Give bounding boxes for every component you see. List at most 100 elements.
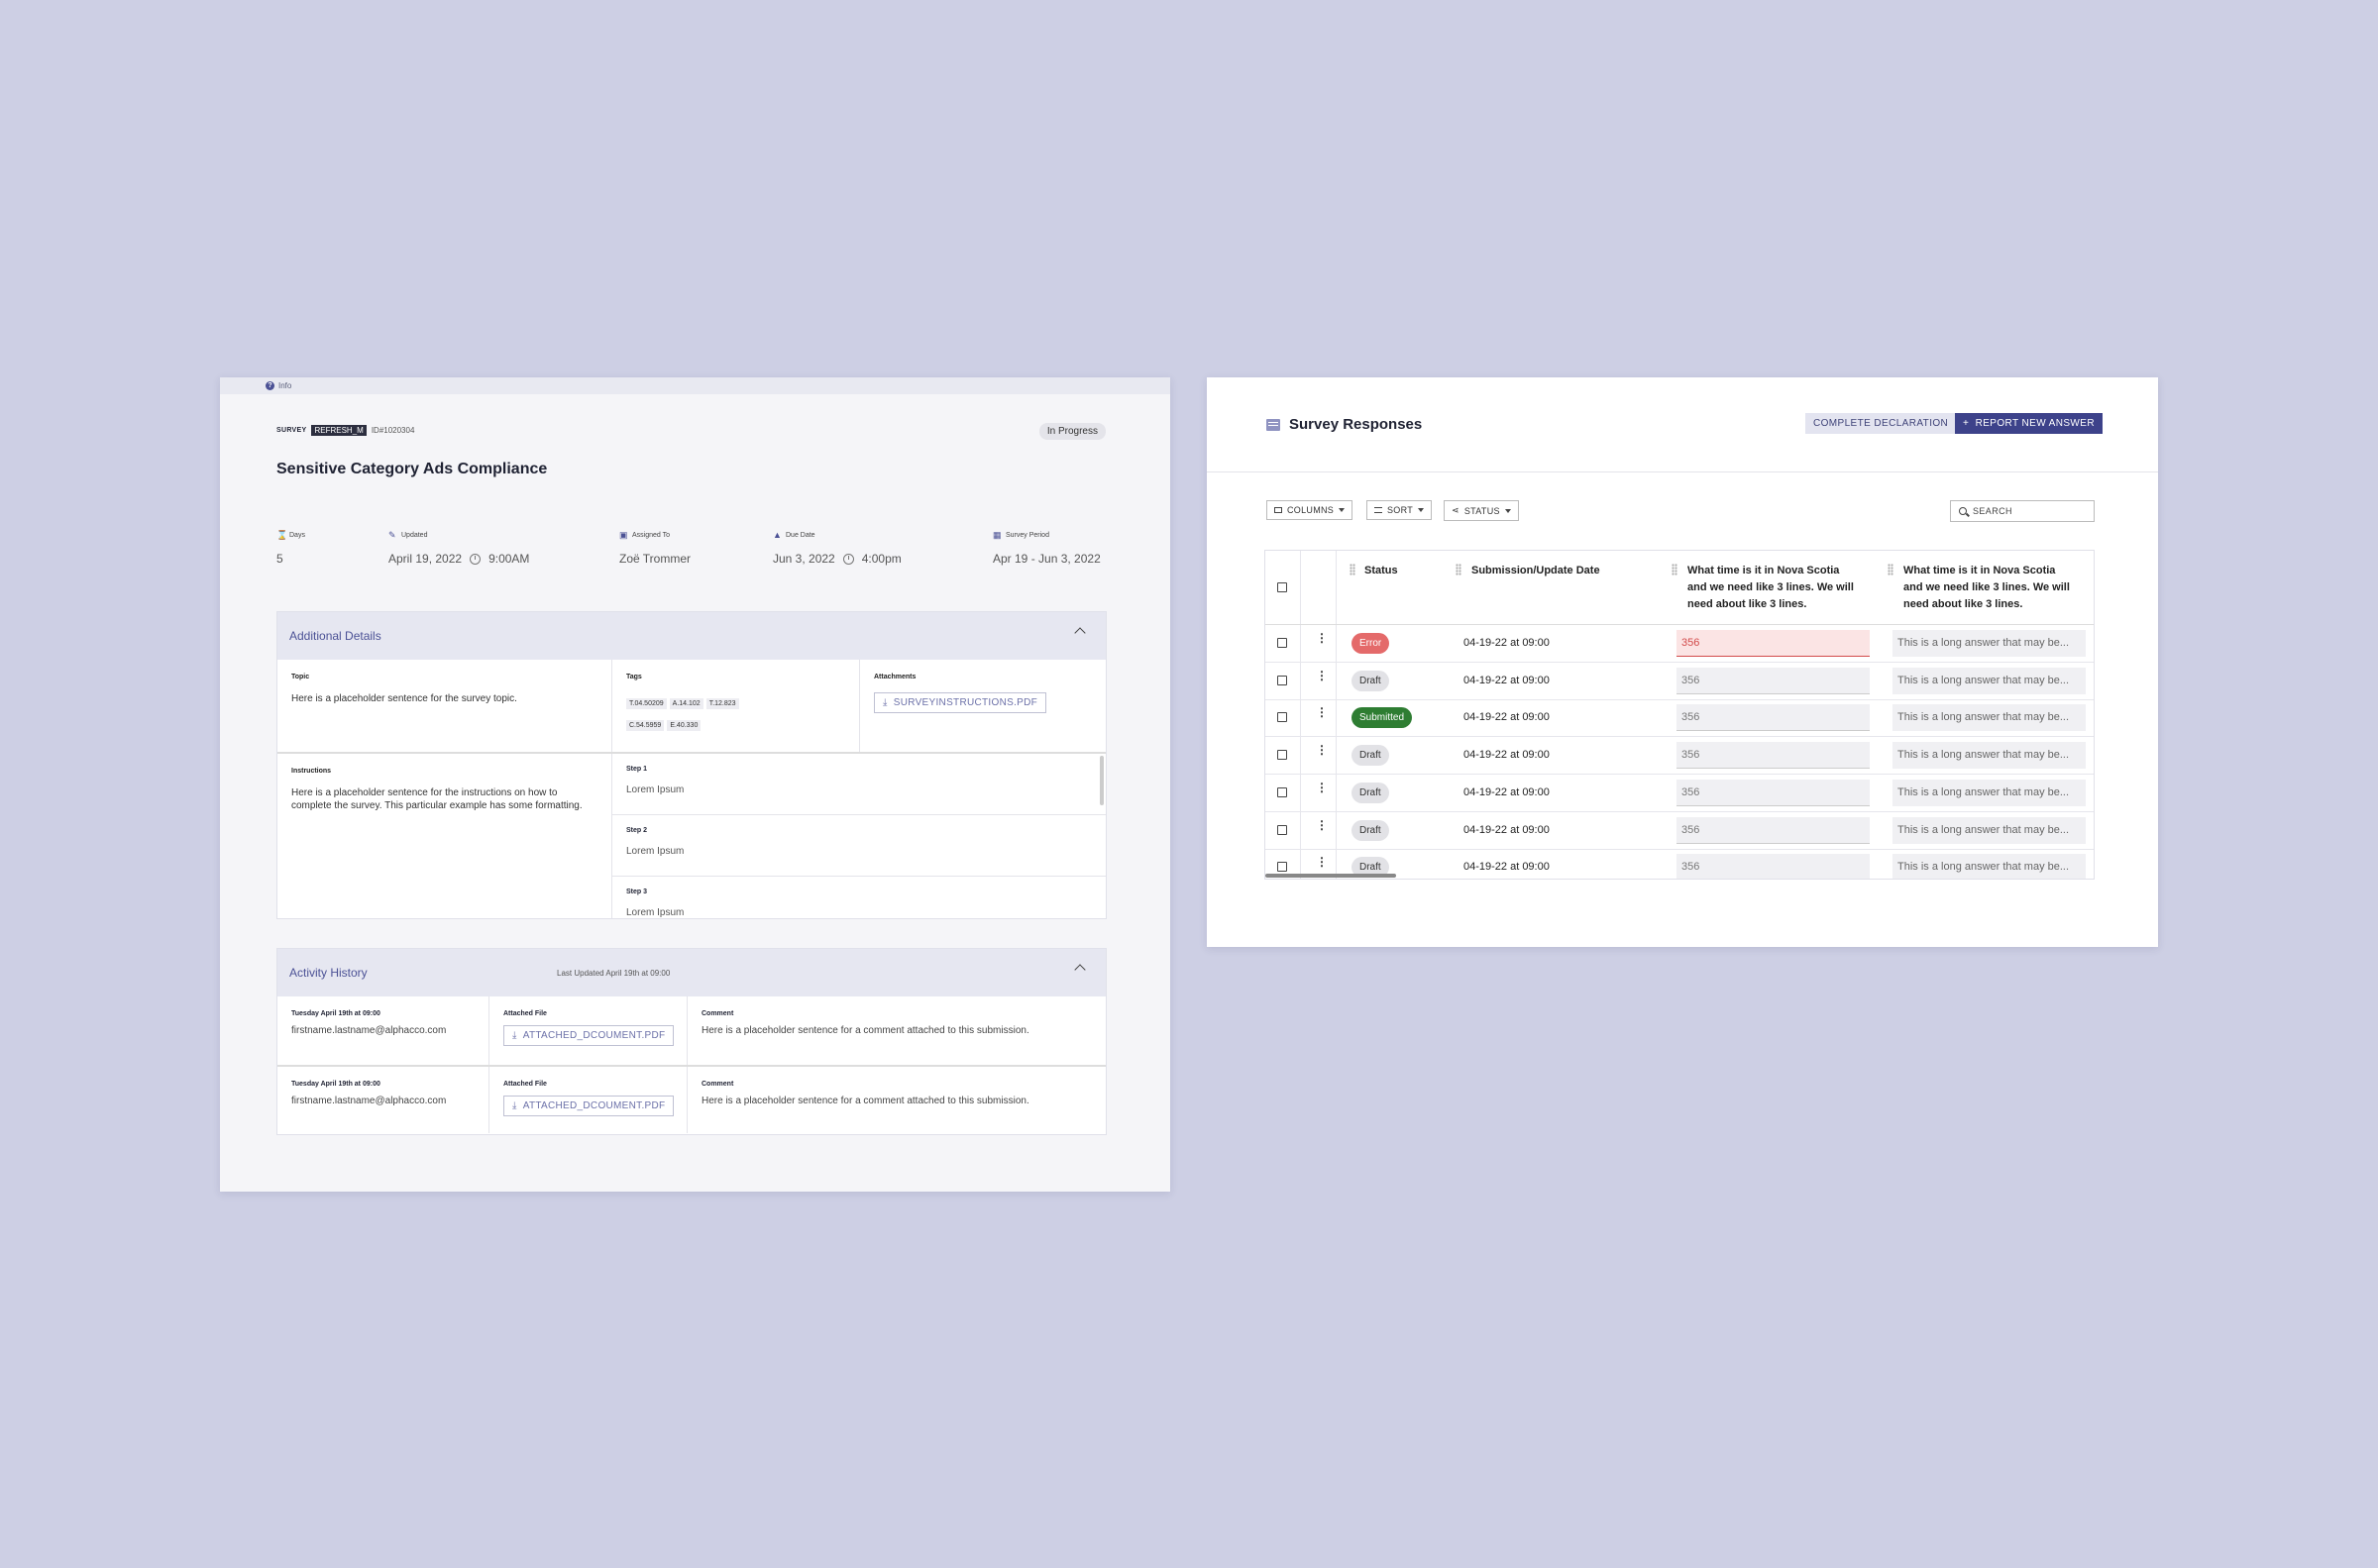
tag-chip[interactable]: T.04.50209 xyxy=(626,698,667,709)
columns-button[interactable]: COLUMNS xyxy=(1266,500,1353,520)
status-filter-button[interactable]: ⋖ STATUS xyxy=(1444,500,1519,521)
row-checkbox[interactable] xyxy=(1277,862,1287,873)
tags-cell: Tags T.04.50209 A.14.102 T.12.823 C.54.5959… xyxy=(612,660,860,752)
table-row[interactable]: ⋮ Draft 04-19-22 at 09:00 356 This is a long… xyxy=(1265,737,2094,776)
steps-scrollbar[interactable] xyxy=(1100,756,1104,805)
table-row[interactable]: ⋮ Draft 04-19-22 at 09:00 356 This is a long… xyxy=(1265,849,2094,879)
table-row[interactable]: ⋮ Submitted 04-19-22 at 09:00 356 This is a … xyxy=(1265,699,2094,738)
responses-title: Survey Responses xyxy=(1266,416,1422,433)
column-header-question[interactable]: What time is it in Nova Scotia and we ne… xyxy=(1903,565,2070,610)
id-card-icon: ▣ xyxy=(619,530,628,540)
columns-icon xyxy=(1274,507,1282,513)
long-answer-field[interactable]: This is a long answer that may be... xyxy=(1892,816,2086,844)
caret-down-icon xyxy=(1418,508,1425,512)
attachment-file-button[interactable]: ⤓ SURVEYINSTRUCTIONS.PDF xyxy=(874,692,1047,713)
caret-down-icon xyxy=(1339,508,1346,512)
more-vertical-icon[interactable]: ⋮ xyxy=(1316,631,1328,645)
step-label: Step 2 xyxy=(626,827,648,834)
meta-label: Survey Period xyxy=(1006,532,1049,539)
attached-file-button[interactable]: ⤓ ATTACHED_DCOUMENT.PDF xyxy=(503,1096,675,1116)
status-badge: In Progress xyxy=(1038,423,1106,440)
drag-handle-icon[interactable] xyxy=(1456,564,1461,575)
more-vertical-icon[interactable]: ⋮ xyxy=(1316,817,1328,832)
numeric-answer-field[interactable]: 356 xyxy=(1676,854,1870,879)
chevron-up-icon[interactable] xyxy=(1074,964,1086,976)
tag-chip[interactable]: T.12.823 xyxy=(705,698,739,709)
report-new-answer-button[interactable]: + REPORT NEW ANSWER xyxy=(1955,413,2103,434)
numeric-answer-field[interactable]: 356 xyxy=(1676,704,1870,732)
responses-title-text: Survey Responses xyxy=(1289,416,1423,433)
more-vertical-icon[interactable]: ⋮ xyxy=(1316,780,1328,794)
long-answer-field[interactable]: This is a long answer that may be... xyxy=(1892,779,2086,806)
more-vertical-icon[interactable]: ⋮ xyxy=(1316,668,1328,682)
steps-list[interactable]: Step 1 Lorem Ipsum Step 2 Lorem Ipsum Step… xyxy=(612,754,1106,918)
activity-history-header[interactable]: Activity History Last Updated April 19th… xyxy=(277,949,1106,996)
table-row[interactable]: ⋮ Error 04-19-22 at 09:00 356 This is a long… xyxy=(1265,625,2094,663)
activity-date: Tuesday April 19th at 09:00 xyxy=(291,1010,380,1017)
caret-down-icon xyxy=(1504,508,1511,513)
sort-button[interactable]: SORT xyxy=(1366,500,1433,520)
numeric-answer-field[interactable]: 356 xyxy=(1676,742,1870,770)
additional-details-header[interactable]: Additional Details xyxy=(277,612,1106,660)
step-label: Step 3 xyxy=(626,889,648,895)
survey-detail-panel: ? Info SURVEY REFRESH_M ID#1020304 In Pr… xyxy=(220,377,1170,1192)
row-checkbox[interactable] xyxy=(1277,675,1287,685)
comment-label: Comment xyxy=(702,1081,734,1088)
more-vertical-icon[interactable]: ⋮ xyxy=(1316,705,1328,720)
instructions-cell: Instructions Here is a placeholder sente… xyxy=(277,754,612,918)
row-checkbox[interactable] xyxy=(1277,824,1287,835)
chevron-up-icon[interactable] xyxy=(1074,627,1086,639)
refresh-badge: REFRESH_M xyxy=(311,425,367,436)
row-checkbox[interactable] xyxy=(1277,712,1287,723)
step-text: Lorem Ipsum xyxy=(626,784,685,795)
activity-date: Tuesday April 19th at 09:00 xyxy=(291,1081,380,1088)
activity-history-section: Activity History Last Updated April 19th… xyxy=(276,948,1107,1135)
long-answer-field[interactable]: This is a long answer that may be... xyxy=(1892,854,2086,879)
complete-declaration-button[interactable]: COMPLETE DECLARATION xyxy=(1805,413,1957,434)
download-icon: ⤓ xyxy=(512,1030,517,1041)
numeric-answer-field[interactable]: 356 xyxy=(1676,779,1870,806)
row-checkbox[interactable] xyxy=(1277,638,1287,648)
column-header-status[interactable]: Status xyxy=(1364,565,1398,576)
status-badge: Error xyxy=(1351,633,1390,654)
numeric-answer-field[interactable]: 356 xyxy=(1676,667,1870,694)
long-answer-field[interactable]: This is a long answer that may be... xyxy=(1892,742,2086,770)
drag-handle-icon[interactable] xyxy=(1888,564,1893,575)
table-row[interactable]: ⋮ Draft 04-19-22 at 09:00 356 This is a long… xyxy=(1265,812,2094,850)
select-all-checkbox[interactable] xyxy=(1277,582,1287,592)
status-badge: Submitted xyxy=(1351,707,1413,729)
tag-chip[interactable]: E.40.330 xyxy=(667,720,702,731)
attached-file-button[interactable]: ⤓ ATTACHED_DCOUMENT.PDF xyxy=(503,1025,675,1046)
status-filter-label: STATUS xyxy=(1463,505,1500,516)
more-vertical-icon[interactable]: ⋮ xyxy=(1316,855,1328,870)
info-bar[interactable]: ? Info xyxy=(220,377,1170,394)
drag-handle-icon[interactable] xyxy=(1672,564,1677,575)
table-row[interactable]: ⋮ Draft 04-19-22 at 09:00 356 This is a long… xyxy=(1265,663,2094,700)
filter-icon: ⋖ xyxy=(1452,505,1459,515)
search-input[interactable]: SEARCH xyxy=(1950,500,2095,522)
search-placeholder: SEARCH xyxy=(1973,506,2012,516)
column-header-date[interactable]: Submission/Update Date xyxy=(1471,565,1600,576)
numeric-answer-field[interactable]: 356 xyxy=(1676,816,1870,844)
table-row[interactable]: ⋮ Draft 04-19-22 at 09:00 356 This is a long… xyxy=(1265,775,2094,812)
drag-handle-icon[interactable] xyxy=(1350,564,1355,575)
more-vertical-icon[interactable]: ⋮ xyxy=(1316,743,1328,758)
responses-header xyxy=(1207,377,2158,472)
hourglass-icon: ⌛ xyxy=(276,530,288,540)
long-answer-field[interactable]: This is a long answer that may be... xyxy=(1892,704,2086,732)
row-checkbox[interactable] xyxy=(1277,750,1287,761)
status-badge: Draft xyxy=(1351,857,1389,879)
row-checkbox[interactable] xyxy=(1277,786,1287,797)
meta-label: Updated xyxy=(401,532,428,539)
long-answer-field[interactable]: This is a long answer that may be... xyxy=(1892,630,2086,657)
tag-chip[interactable]: C.54.5959 xyxy=(626,720,665,731)
comment-text: Here is a placeholder sentence for a com… xyxy=(702,1025,1029,1036)
numeric-answer-field[interactable]: 356 xyxy=(1676,630,1870,657)
long-answer-field[interactable]: This is a long answer that may be... xyxy=(1892,667,2086,694)
activity-email: firstname.lastname@alphacco.com xyxy=(291,1025,447,1036)
tag-chip[interactable]: A.14.102 xyxy=(669,698,703,709)
column-header-question[interactable]: What time is it in Nova Scotia and we ne… xyxy=(1687,565,1854,610)
horizontal-scrollbar[interactable] xyxy=(1265,874,1396,878)
last-updated-text: Last Updated April 19th at 09:00 xyxy=(557,968,671,978)
section-title: Activity History xyxy=(289,966,368,980)
